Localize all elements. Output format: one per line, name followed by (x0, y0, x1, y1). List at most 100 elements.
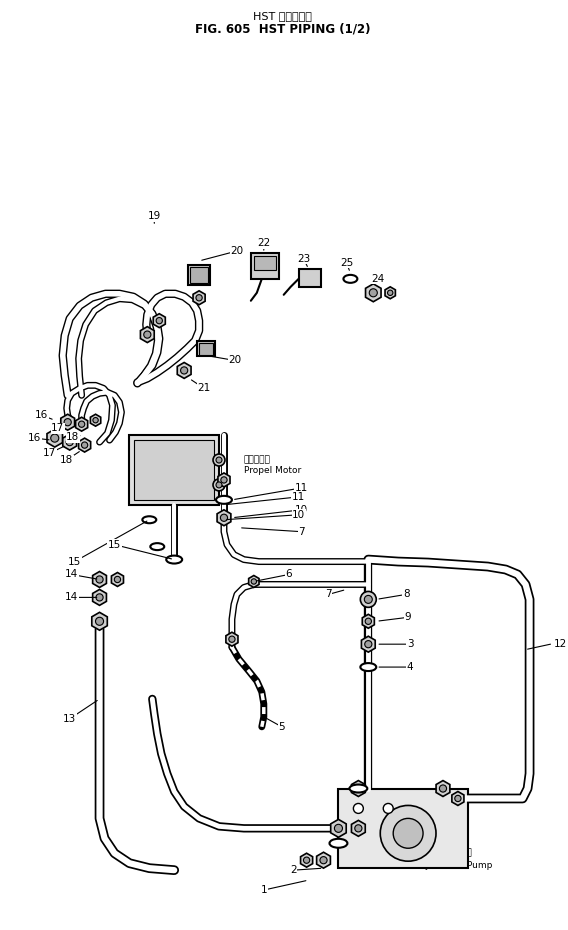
Circle shape (221, 477, 227, 483)
Circle shape (355, 825, 362, 832)
Circle shape (303, 857, 310, 863)
Circle shape (320, 857, 327, 864)
Circle shape (66, 439, 73, 445)
Polygon shape (300, 853, 312, 867)
Text: 14: 14 (65, 569, 78, 579)
Polygon shape (331, 819, 346, 837)
Ellipse shape (166, 555, 182, 564)
Text: 3: 3 (407, 639, 414, 649)
Polygon shape (361, 636, 375, 652)
Polygon shape (352, 780, 365, 796)
Polygon shape (436, 780, 450, 796)
Circle shape (455, 795, 461, 802)
Bar (339, 789, 468, 868)
Circle shape (383, 804, 393, 814)
Bar (135, 440, 214, 499)
Polygon shape (61, 414, 74, 431)
Text: 5: 5 (278, 722, 285, 732)
Text: 24: 24 (371, 273, 385, 284)
Circle shape (213, 454, 225, 466)
Ellipse shape (360, 663, 376, 671)
Circle shape (96, 576, 103, 583)
Circle shape (360, 591, 376, 607)
Circle shape (78, 421, 85, 427)
Text: Propel Motor: Propel Motor (244, 467, 301, 475)
Polygon shape (366, 284, 381, 301)
Circle shape (353, 804, 364, 814)
Polygon shape (93, 590, 106, 605)
Polygon shape (177, 363, 191, 379)
Circle shape (95, 618, 103, 625)
Circle shape (387, 290, 393, 296)
Polygon shape (362, 615, 374, 629)
Circle shape (393, 818, 423, 848)
Text: 14: 14 (65, 592, 78, 603)
Text: 1: 1 (261, 885, 267, 895)
Circle shape (156, 317, 162, 324)
Circle shape (181, 366, 188, 374)
Circle shape (365, 641, 372, 648)
Circle shape (96, 594, 103, 601)
Bar (199, 342, 213, 354)
Polygon shape (249, 576, 259, 588)
Circle shape (220, 514, 228, 522)
Circle shape (335, 824, 343, 832)
Text: 16: 16 (35, 410, 48, 420)
Text: 25: 25 (340, 258, 353, 268)
Polygon shape (385, 286, 395, 299)
Circle shape (216, 457, 222, 463)
Polygon shape (193, 291, 205, 305)
Circle shape (114, 577, 120, 582)
Bar (130, 435, 219, 505)
Text: 8: 8 (403, 590, 410, 600)
Text: 17: 17 (51, 423, 64, 433)
FancyBboxPatch shape (188, 265, 210, 285)
Text: 10: 10 (295, 505, 308, 515)
Text: 15: 15 (108, 539, 121, 550)
Text: HST ハイピング: HST ハイピング (253, 11, 312, 21)
Text: 6: 6 (285, 569, 292, 579)
FancyBboxPatch shape (299, 269, 320, 286)
Text: 7: 7 (325, 590, 332, 600)
Text: 7: 7 (298, 526, 305, 537)
Text: 18: 18 (66, 432, 80, 442)
Text: 19: 19 (148, 211, 161, 221)
Polygon shape (76, 418, 87, 432)
Polygon shape (78, 438, 91, 452)
Text: 20: 20 (231, 246, 244, 256)
Polygon shape (111, 573, 123, 587)
Circle shape (196, 295, 202, 301)
Circle shape (229, 636, 235, 643)
Ellipse shape (216, 496, 232, 504)
Text: 21: 21 (198, 383, 211, 393)
Text: 2: 2 (290, 865, 297, 875)
Polygon shape (153, 313, 165, 327)
Circle shape (81, 442, 87, 448)
Polygon shape (452, 791, 464, 805)
Circle shape (51, 434, 59, 442)
Bar (254, 256, 275, 270)
Ellipse shape (151, 543, 164, 551)
Text: 12: 12 (553, 639, 567, 649)
Polygon shape (217, 510, 231, 525)
Circle shape (216, 482, 222, 488)
Polygon shape (93, 572, 106, 588)
Text: 22: 22 (257, 238, 270, 248)
Text: 16: 16 (28, 433, 41, 443)
Bar (190, 267, 208, 283)
Circle shape (440, 785, 446, 792)
Text: 9: 9 (405, 612, 411, 622)
Text: 11: 11 (295, 483, 308, 493)
FancyBboxPatch shape (251, 253, 279, 279)
Text: Hydraulic  Pump: Hydraulic Pump (418, 860, 492, 870)
Circle shape (64, 418, 71, 426)
Polygon shape (63, 434, 77, 450)
Text: 走行モータ: 走行モータ (244, 456, 271, 464)
Polygon shape (140, 326, 154, 342)
Text: FIG. 605  HST PIPING (1/2): FIG. 605 HST PIPING (1/2) (195, 22, 370, 35)
Circle shape (144, 331, 151, 339)
Ellipse shape (349, 785, 367, 792)
Circle shape (380, 805, 436, 861)
Polygon shape (47, 429, 62, 447)
Text: 11: 11 (292, 492, 305, 502)
